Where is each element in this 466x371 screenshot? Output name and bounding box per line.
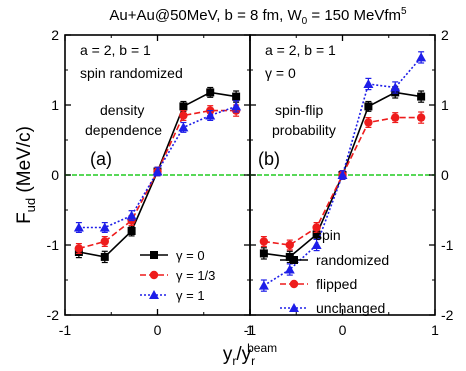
data-point-square bbox=[206, 88, 215, 97]
panel-annotation: spin-flip bbox=[275, 102, 323, 118]
data-point-triangle bbox=[284, 264, 295, 274]
panel-annotation: density bbox=[100, 102, 144, 118]
data-point-triangle bbox=[231, 101, 242, 111]
data-point-circle bbox=[416, 113, 426, 122]
legend-marker bbox=[289, 279, 299, 289]
data-point-circle bbox=[312, 223, 321, 232]
panel-annotation: dependence bbox=[85, 122, 162, 138]
legend-marker bbox=[149, 270, 159, 280]
y-tick-label: 0 bbox=[51, 167, 59, 183]
x-axis-label: yr/yrbeam bbox=[223, 341, 277, 368]
data-point-square bbox=[259, 249, 268, 258]
y-tick-label: -2 bbox=[47, 307, 60, 323]
data-point-circle bbox=[285, 240, 294, 250]
legend: γ = 0 γ = 1/3 γ = 1 bbox=[140, 248, 215, 303]
data-point-circle bbox=[74, 244, 84, 253]
data-point-square bbox=[312, 230, 321, 239]
data-point-square bbox=[127, 227, 136, 235]
y-tick-label: -1 bbox=[441, 237, 454, 253]
figure-title: Au+Au@50MeV, b = 8 fm, W0 = 150 MeVfm5 bbox=[109, 6, 407, 27]
y-axis-label: Fud (MeV/c) bbox=[14, 126, 38, 224]
series-2 bbox=[259, 111, 426, 251]
data-point-circle bbox=[100, 237, 109, 246]
x-tick-label: 0 bbox=[339, 322, 347, 338]
legend-label: spin bbox=[315, 227, 341, 243]
x-tick-label: 1 bbox=[246, 322, 254, 338]
legend-label: γ = 0 bbox=[176, 248, 205, 263]
x-tick-label: 0 bbox=[154, 322, 162, 338]
legend-label: γ = 1/3 bbox=[176, 268, 215, 283]
legend-marker bbox=[150, 251, 158, 259]
data-point-square bbox=[364, 102, 373, 111]
data-point-triangle bbox=[311, 240, 322, 249]
panel-annotation: a = 2, b = 1 bbox=[80, 42, 151, 58]
data-point-circle bbox=[391, 113, 400, 122]
y-tick-label: 2 bbox=[441, 27, 449, 43]
data-point-triangle bbox=[390, 82, 401, 92]
legend-label: flipped bbox=[316, 276, 357, 292]
panel-annotation: probability bbox=[272, 122, 336, 138]
legend-marker bbox=[149, 290, 159, 299]
panel-annotation: γ = 0 bbox=[265, 65, 296, 81]
data-point-triangle bbox=[205, 110, 216, 120]
data-point-triangle bbox=[337, 170, 348, 179]
data-point-square bbox=[100, 252, 109, 261]
x-tick-label: 1 bbox=[431, 322, 439, 338]
data-point-triangle bbox=[178, 122, 189, 132]
data-point-square bbox=[232, 92, 241, 101]
legend-marker bbox=[289, 303, 299, 312]
data-point-triangle bbox=[258, 280, 269, 290]
legend-label: γ = 1 bbox=[176, 288, 205, 303]
x-tick-label: -1 bbox=[59, 322, 72, 338]
data-point-triangle bbox=[416, 52, 427, 62]
legend: spin randomized flipped unchanged bbox=[280, 227, 389, 316]
x-tick-label: -1 bbox=[244, 322, 257, 338]
panel-label: (b) bbox=[258, 149, 280, 169]
y-tick-label: -2 bbox=[441, 307, 454, 323]
legend-marker bbox=[290, 256, 298, 264]
panel-label: (a) bbox=[90, 149, 112, 169]
legend-label: randomized bbox=[316, 252, 389, 268]
data-point-triangle bbox=[99, 222, 110, 232]
y-tick-label: 1 bbox=[441, 97, 449, 113]
data-point-circle bbox=[179, 111, 188, 120]
y-tick-label: 0 bbox=[441, 167, 449, 183]
panel-annotation: spin randomized bbox=[80, 65, 183, 81]
data-point-triangle bbox=[363, 79, 374, 88]
y-tick-label: -1 bbox=[47, 237, 60, 253]
data-point-square bbox=[417, 92, 426, 101]
data-point-triangle bbox=[126, 210, 137, 220]
data-point-square bbox=[179, 102, 188, 111]
legend-label: unchanged bbox=[316, 300, 385, 316]
y-tick-label: 2 bbox=[51, 27, 59, 43]
data-point-triangle bbox=[152, 166, 163, 176]
data-point-circle bbox=[259, 237, 269, 246]
series-3 bbox=[73, 100, 242, 233]
data-point-square bbox=[285, 252, 294, 261]
data-point-triangle bbox=[73, 222, 84, 232]
panel-annotation: a = 2, b = 1 bbox=[265, 42, 336, 58]
data-point-circle bbox=[364, 118, 373, 127]
y-tick-label: 1 bbox=[51, 97, 59, 113]
